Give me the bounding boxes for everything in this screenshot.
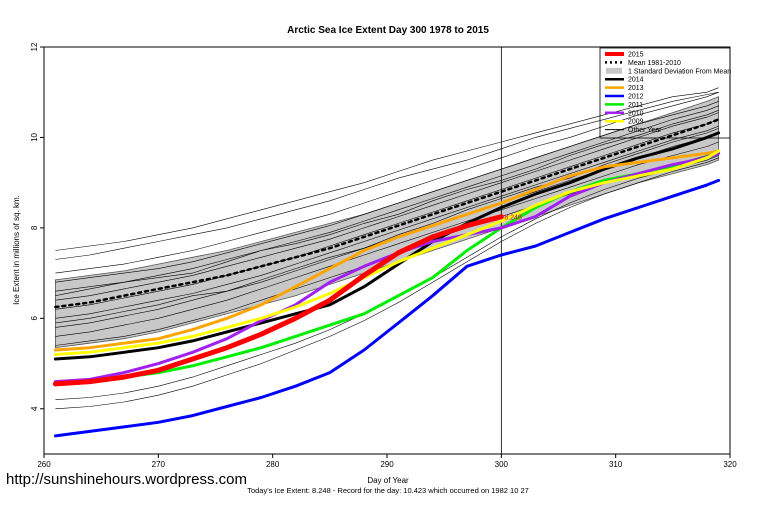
x-tick-label-310: 310: [609, 460, 623, 469]
x-tick-label-270: 270: [152, 460, 166, 469]
other-year-line-6: [55, 119, 719, 310]
x-tick-label-320: 320: [723, 460, 737, 469]
legend-label-2014: 2014: [628, 77, 644, 84]
footer-summary: Today's Ice Extent: 8.248 - Record for t…: [247, 486, 529, 495]
x-tick-label-300: 300: [495, 460, 509, 469]
other-year-line-9: [55, 141, 719, 337]
x-axis-label: Day of Year: [367, 476, 409, 485]
other-year-line-4: [55, 105, 719, 292]
y-tick-label-6: 6: [30, 316, 39, 321]
legend-box: [599, 47, 731, 139]
other-year-line-7: [55, 125, 719, 319]
legend-label-2009: 2009: [628, 119, 644, 126]
legend-label-other-year: Other Year: [628, 127, 662, 134]
series-line-mean-1981-2010: [54, 118, 720, 309]
chart-title: Arctic Sea Ice Extent Day 300 1978 to 20…: [287, 25, 489, 36]
other-year-line-14: [55, 128, 719, 324]
y-tick-label-8: 8: [30, 225, 39, 230]
y-tick-label-12: 12: [30, 42, 39, 51]
series-line-2012: [53, 178, 721, 438]
series-line-2009: [53, 149, 721, 356]
y-axis-label: Ice Extent in millions of sq. km.: [12, 195, 21, 305]
other-year-line-5: [55, 112, 719, 301]
series-line-2015: [52, 214, 504, 387]
x-tick-label-260: 260: [37, 460, 51, 469]
legend-label-2010: 2010: [628, 110, 644, 117]
legend-label-2013: 2013: [628, 85, 644, 92]
legend-label-2011: 2011: [628, 102, 643, 109]
other-year-line-3: [55, 101, 719, 283]
other-year-line-2: [55, 91, 719, 274]
y-tick-label-10: 10: [30, 132, 39, 141]
legend-label-1-standard-deviation-from-mean: 1 Standard Deviation From Mean: [628, 68, 731, 75]
other-year-line-0: [55, 87, 719, 251]
y-tick-label-4: 4: [30, 406, 39, 411]
series-line-2013: [53, 149, 721, 352]
source-url[interactable]: http://sunshinehours.wordpress.com: [6, 471, 247, 488]
legend-label-mean-1981-2010: Mean 1981-2010: [628, 60, 681, 67]
legend-swatch-1-standard-deviation-from-mean: [606, 67, 622, 74]
legend-label-2012: 2012: [628, 94, 644, 101]
other-year-line-12: [55, 157, 719, 410]
legend-label-2015: 2015: [628, 52, 644, 59]
other-year-line-1: [55, 91, 719, 260]
x-tick-label-290: 290: [380, 460, 394, 469]
x-tick-label-280: 280: [266, 460, 280, 469]
series-line-2014: [53, 131, 721, 361]
current-value-label: 8.248: [504, 215, 522, 222]
